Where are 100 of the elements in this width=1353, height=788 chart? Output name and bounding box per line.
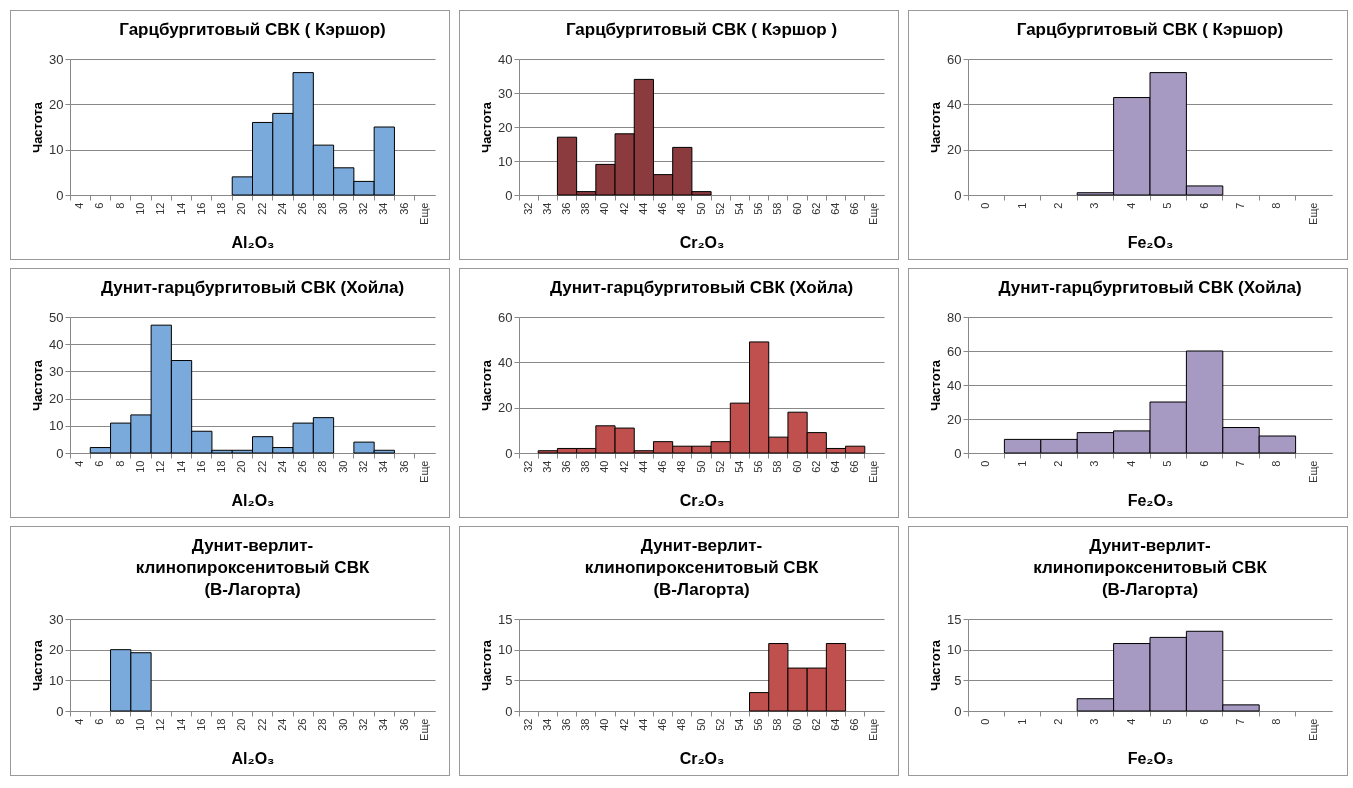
y-tick-label: 15 <box>498 611 513 627</box>
x-tick-label: 42 <box>617 202 630 215</box>
chart-title: Дунит-верлит- клинопироксенитовый СВК (В-Лагорта) <box>1033 536 1268 599</box>
x-tick-label: 62 <box>809 718 822 731</box>
x-tick-label: 14 <box>174 460 187 473</box>
y-axis-title: Частота <box>479 359 495 412</box>
x-axis-title: Cr₂O₃ <box>679 749 725 767</box>
x-tick-label: 6 <box>1197 718 1210 725</box>
x-tick-label: 46 <box>656 718 669 731</box>
chart-title: Дунит-гарцбургитовый СВК (Хойла) <box>100 278 405 297</box>
x-tick-label: 36 <box>397 718 410 731</box>
chart-title: Гарцбургитовый СВК ( Кэршор) <box>119 20 386 39</box>
x-tick-label: 64 <box>828 718 841 731</box>
y-tick-label: 50 <box>49 309 64 325</box>
x-axis-title: Cr₂O₃ <box>679 233 725 251</box>
x-tick-label: 28 <box>316 718 329 731</box>
y-tick-label: 20 <box>49 642 64 658</box>
x-tick-label: 4 <box>73 718 86 725</box>
x-tick-label: Еще <box>417 460 430 483</box>
x-tick-label: 24 <box>275 460 288 473</box>
x-tick-label: 58 <box>771 460 784 473</box>
x-tick-label: 22 <box>255 460 268 473</box>
x-tick-label: Еще <box>867 460 880 483</box>
x-tick-label: 60 <box>790 202 803 215</box>
x-tick-label: 6 <box>93 718 106 725</box>
x-tick-label: 0 <box>979 202 992 209</box>
x-tick-label: 14 <box>174 718 187 731</box>
x-tick-label: 6 <box>93 460 106 467</box>
x-tick-label: 62 <box>809 460 822 473</box>
x-tick-label: 38 <box>579 718 592 731</box>
y-tick-label: 30 <box>49 363 64 379</box>
x-axis-title: Fe₂O₃ <box>1127 749 1174 767</box>
x-axis-title: Fe₂O₃ <box>1127 233 1174 251</box>
x-tick-label: Еще <box>867 718 880 741</box>
x-tick-label: 20 <box>235 202 248 215</box>
x-tick-label: 40 <box>598 460 611 473</box>
x-tick-label: 7 <box>1234 460 1246 467</box>
x-tick-label: 22 <box>255 718 268 731</box>
x-tick-label: 1 <box>1015 460 1028 467</box>
y-tick-label: 10 <box>498 153 513 169</box>
x-tick-label: 34 <box>377 202 390 215</box>
x-tick-label: 56 <box>752 718 765 731</box>
y-tick-label: 10 <box>947 642 962 658</box>
x-tick-label: 44 <box>636 718 649 731</box>
y-tick-label: 5 <box>954 672 962 688</box>
x-tick-label: 18 <box>215 460 228 473</box>
x-tick-label: 20 <box>235 460 248 473</box>
x-tick-label: 36 <box>560 202 573 215</box>
x-tick-label: 14 <box>174 202 187 215</box>
x-tick-label: 5 <box>1161 460 1174 467</box>
x-tick-label: 4 <box>1124 718 1137 725</box>
x-tick-label: 48 <box>675 460 688 473</box>
x-tick-label: 2 <box>1052 202 1064 209</box>
x-tick-label: 3 <box>1088 718 1101 725</box>
x-tick-label: 4 <box>1124 202 1137 209</box>
x-tick-label: 22 <box>255 202 268 215</box>
x-tick-label: 8 <box>113 718 126 725</box>
x-tick-label: 52 <box>713 460 726 473</box>
x-tick-label: 54 <box>732 718 745 731</box>
y-tick-label: 20 <box>947 411 962 427</box>
x-tick-label: 34 <box>540 460 553 473</box>
x-tick-label: 38 <box>579 460 592 473</box>
x-tick-label: 44 <box>636 460 649 473</box>
y-axis-title: Частота <box>30 101 46 154</box>
x-tick-label: 12 <box>154 202 167 215</box>
y-axis-title: Частота <box>928 359 944 412</box>
x-tick-label: 4 <box>73 202 86 209</box>
x-tick-label: 36 <box>560 460 573 473</box>
x-tick-label: 54 <box>732 202 745 215</box>
x-tick-label: 40 <box>598 202 611 215</box>
y-tick-label: 5 <box>505 672 513 688</box>
x-tick-label: 1 <box>1015 202 1028 209</box>
x-tick-label: Еще <box>417 202 430 225</box>
x-tick-label: 12 <box>154 460 167 473</box>
x-tick-label: 2 <box>1052 460 1064 467</box>
x-tick-label: 8 <box>113 202 126 209</box>
x-tick-label: 64 <box>828 460 841 473</box>
x-tick-label: 66 <box>848 460 861 473</box>
x-tick-label: 48 <box>675 718 688 731</box>
x-tick-label: 50 <box>694 460 707 473</box>
x-tick-label: 2 <box>1052 718 1064 725</box>
y-tick-label: 40 <box>498 51 513 67</box>
x-tick-label: 36 <box>397 202 410 215</box>
x-tick-label: 46 <box>656 202 669 215</box>
x-tick-label: 6 <box>1197 460 1210 467</box>
x-tick-label: 26 <box>296 718 309 731</box>
x-tick-label: 30 <box>336 460 349 473</box>
x-tick-label: 3 <box>1088 460 1101 467</box>
x-tick-label: 10 <box>133 460 146 473</box>
y-axis-title: Частота <box>30 639 46 692</box>
x-tick-label: 16 <box>194 202 207 215</box>
x-tick-label: 56 <box>752 460 765 473</box>
x-tick-label: 48 <box>675 202 688 215</box>
x-tick-label: 50 <box>694 202 707 215</box>
x-tick-label: 60 <box>790 718 803 731</box>
y-axis-title: Частота <box>479 639 495 692</box>
chart-title: Дунит-гарцбургитовый СВК (Хойла) <box>549 278 854 297</box>
x-tick-label: 7 <box>1234 202 1246 209</box>
x-tick-label: 5 <box>1161 202 1174 209</box>
x-tick-label: 7 <box>1234 718 1246 725</box>
